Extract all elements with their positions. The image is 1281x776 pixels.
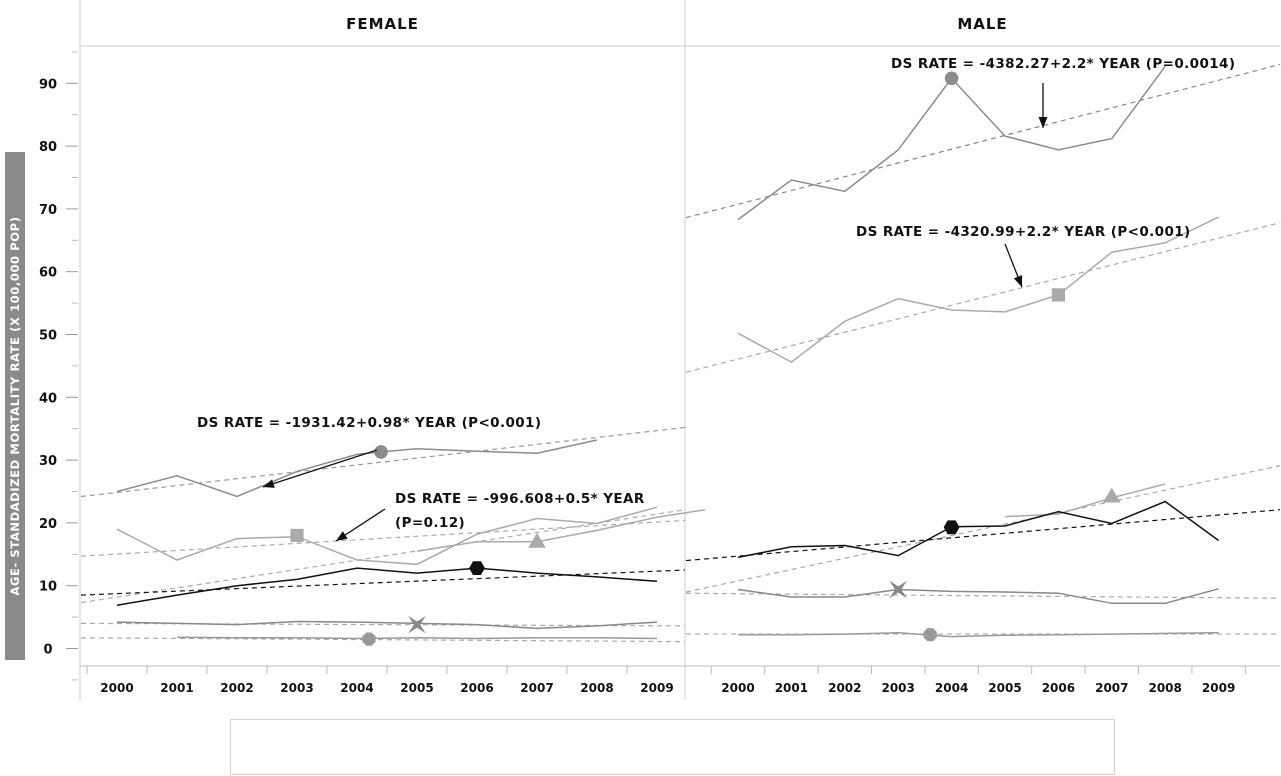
regression-annotation: DS RATE = -1931.42+0.98* YEAR (P<0.001) bbox=[197, 415, 541, 431]
series-marker-cuba bbox=[362, 632, 376, 646]
trend-line bbox=[685, 63, 1281, 219]
ylabel-band bbox=[5, 152, 25, 660]
x-tick-label: 2003 bbox=[881, 681, 914, 695]
x-tick-label: 2009 bbox=[1202, 681, 1235, 695]
regression-annotation: DS RATE = -4382.27+2.2* YEAR (P=0.0014) bbox=[891, 56, 1235, 72]
annotation-arrow-shaft bbox=[262, 449, 378, 488]
panel-title: MALE bbox=[957, 15, 1007, 33]
x-tick-label: 2003 bbox=[280, 681, 313, 695]
trend-line bbox=[685, 509, 1281, 562]
series-line-guatemala bbox=[416, 508, 706, 552]
series-line-nicaragua bbox=[737, 216, 1219, 363]
series-marker-guatemala bbox=[528, 532, 546, 548]
trend-line bbox=[685, 222, 1281, 373]
x-tick-label: 2004 bbox=[340, 681, 373, 695]
y-tick-label: 50 bbox=[39, 329, 57, 344]
legend bbox=[230, 719, 1115, 775]
x-tick-label: 2007 bbox=[1095, 681, 1128, 695]
x-tick-label: 2000 bbox=[721, 681, 754, 695]
series-line-panama bbox=[737, 500, 1220, 559]
series-marker-el-salvador bbox=[944, 71, 959, 86]
series-line-panama bbox=[116, 567, 658, 606]
series-line-nicaragua bbox=[116, 506, 658, 566]
y-tick-label: 80 bbox=[39, 140, 57, 155]
x-tick-label: 2006 bbox=[460, 681, 493, 695]
y-tick-label: 20 bbox=[39, 517, 57, 532]
series-marker-costa-rica bbox=[889, 580, 907, 599]
trend-line bbox=[80, 637, 686, 643]
x-tick-label: 2004 bbox=[935, 681, 968, 695]
annotation-arrow-head bbox=[1038, 117, 1048, 128]
series-line-costa-rica bbox=[116, 620, 658, 630]
y-tick-label: 10 bbox=[39, 580, 57, 595]
y-tick-label: 0 bbox=[43, 643, 52, 658]
x-tick-label: 2002 bbox=[828, 681, 861, 695]
series-marker-cuba bbox=[923, 628, 937, 642]
y-tick-label: 30 bbox=[39, 454, 57, 469]
trend-line bbox=[80, 519, 686, 557]
series-line-costa-rica bbox=[737, 588, 1219, 605]
x-tick-label: 2002 bbox=[220, 681, 253, 695]
series-line-cuba bbox=[738, 632, 1219, 638]
series-line-cuba bbox=[176, 636, 658, 640]
x-tick-label: 2009 bbox=[640, 681, 673, 695]
panel-title: FEMALE bbox=[346, 15, 419, 33]
y-axis-label: AGE- STANDADIZED MORTALITY RATE (X 100,0… bbox=[8, 216, 22, 595]
x-tick-label: 2001 bbox=[775, 681, 808, 695]
panel-male: MALE 2000 2001 2002 2003 2004 2005 2006 2007 2008… bbox=[685, 15, 1281, 695]
trend-line bbox=[685, 465, 1281, 593]
x-tick-label: 2006 bbox=[1042, 681, 1075, 695]
series-marker-el-salvador bbox=[374, 445, 388, 459]
regression-annotation: DS RATE = -996.608+0.5* YEAR bbox=[395, 491, 645, 507]
annotation-arrow-head bbox=[336, 531, 348, 541]
series-marker-panama bbox=[943, 520, 960, 535]
trend-line bbox=[80, 509, 686, 604]
x-tick-label: 2008 bbox=[1148, 681, 1181, 695]
x-tick-label: 2001 bbox=[160, 681, 193, 695]
y-tick-label: 60 bbox=[39, 266, 57, 281]
panel-female: FEMALE 2000 2001 2002 2003 2004 2005 2006 2007 20… bbox=[80, 15, 706, 695]
trend-line bbox=[80, 426, 686, 498]
y-tick-label: 40 bbox=[39, 391, 57, 406]
y-tick-label: 70 bbox=[39, 203, 57, 218]
series-line-el-salvador bbox=[116, 439, 598, 498]
series-line-el-salvador bbox=[737, 65, 1166, 221]
annotation-arrow-head bbox=[1013, 275, 1023, 287]
annotation-arrow-head bbox=[263, 479, 275, 488]
trend-line bbox=[685, 592, 1281, 599]
regression-annotation: DS RATE = -4320.99+2.2* YEAR (P<0.001) bbox=[856, 224, 1191, 240]
x-tick-label: 2005 bbox=[988, 681, 1021, 695]
x-tick-label: 2007 bbox=[520, 681, 553, 695]
series-line-guatemala bbox=[1004, 483, 1166, 518]
x-tick-label: 2008 bbox=[580, 681, 613, 695]
series-marker-nicaragua bbox=[290, 528, 304, 543]
x-tick-label: 2000 bbox=[100, 681, 133, 695]
series-marker-nicaragua bbox=[1051, 288, 1065, 302]
series-marker-costa-rica bbox=[408, 615, 426, 634]
x-tick-label: 2005 bbox=[400, 681, 433, 695]
regression-annotation: (P=0.12) bbox=[395, 515, 465, 531]
y-tick-label: 90 bbox=[39, 77, 57, 92]
series-marker-guatemala bbox=[1103, 487, 1121, 503]
trend-line bbox=[80, 569, 686, 596]
series-marker-panama bbox=[469, 561, 485, 575]
